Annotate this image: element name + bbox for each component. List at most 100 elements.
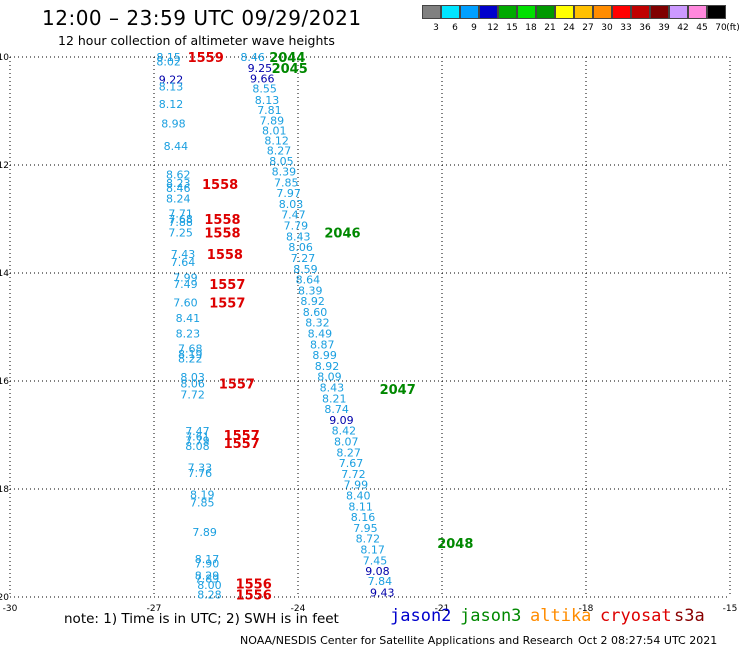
- swh-value-label: 7.47: [281, 209, 306, 222]
- color-swatch: [536, 5, 555, 19]
- color-scale-label: 42: [677, 23, 689, 33]
- color-swatch: [498, 5, 517, 19]
- color-swatch: [479, 5, 498, 19]
- swh-value-label: 7.25: [168, 227, 193, 240]
- swh-value-label: 7.61: [185, 431, 210, 444]
- pass-time-label: 2048: [437, 537, 473, 552]
- satellite-legend-s3a: s3a: [674, 606, 705, 626]
- swh-value-label: 9.43: [370, 587, 395, 600]
- swh-value-label: 8.03: [279, 198, 304, 211]
- swh-value-label: 8.60: [303, 306, 328, 319]
- swh-value-label: 8.39: [298, 284, 323, 297]
- swh-value-label: 8.39: [272, 165, 297, 178]
- color-swatch: [574, 5, 593, 19]
- color-scale-label: 9: [471, 23, 477, 33]
- color-scale-label: 15: [506, 23, 518, 33]
- pass-time-label: 1556: [236, 578, 272, 593]
- swh-value-label: 9.22: [159, 74, 184, 87]
- swh-value-label: 8.98: [161, 117, 186, 130]
- lon-tick-label: -15: [723, 604, 738, 614]
- swh-value-label: 9.25: [248, 62, 273, 75]
- swh-value-label: 7.85: [190, 497, 215, 510]
- swh-value-label: 8.40: [346, 489, 371, 502]
- swh-value-label: 7.84: [368, 575, 393, 588]
- color-swatch: [612, 5, 631, 19]
- pass-time-label: 1557: [209, 278, 245, 293]
- lat-tick-label: -16: [0, 377, 9, 387]
- swh-value-label: 8.09: [317, 371, 342, 384]
- color-swatch: [650, 5, 669, 19]
- color-swatch: [593, 5, 612, 19]
- swh-value-label: 8.03: [180, 371, 205, 384]
- color-scale-label: 6: [452, 23, 458, 33]
- color-scale-label: 24: [563, 23, 575, 33]
- lon-tick-label: -30: [3, 604, 18, 614]
- credit-text: NOAA/NESDIS Center for Satellite Applica…: [240, 634, 574, 647]
- swh-value-label: 8.59: [293, 263, 318, 276]
- swh-value-label: 8.23: [166, 177, 191, 190]
- color-scale-label: 30: [601, 23, 613, 33]
- swh-value-label: 7.79: [185, 434, 210, 447]
- swh-value-label: 8.12: [159, 98, 184, 111]
- swh-value-label: 7.85: [274, 176, 299, 189]
- pass-time-label: 1558: [207, 248, 243, 263]
- color-scale-label: 27: [582, 23, 594, 33]
- swh-value-label: 8.27: [336, 446, 361, 459]
- color-scale-label: 70: [715, 23, 727, 33]
- swh-value-label: 7.89: [192, 526, 217, 539]
- pass-time-label: 1558: [202, 178, 238, 193]
- color-scale-label: 3: [433, 23, 439, 33]
- swh-value-label: 7.43: [171, 248, 196, 261]
- swh-value-label: 8.24: [166, 192, 191, 205]
- lon-tick-label: -24: [291, 604, 306, 614]
- swh-value-label: 7.97: [276, 187, 301, 200]
- swh-value-label: 7.67: [339, 457, 364, 470]
- color-swatch: [441, 5, 460, 19]
- swh-value-label: 7.64: [171, 256, 196, 269]
- lat-tick-label: -20: [0, 593, 9, 603]
- swh-value-label: 8.07: [334, 435, 359, 448]
- swh-value-label: 8.17: [360, 543, 385, 556]
- swh-value-label: 7.81: [257, 104, 282, 117]
- pass-time-label: 2044: [269, 51, 305, 66]
- pass-time-label: 1556: [236, 588, 272, 603]
- color-scale-unit: (ft): [726, 23, 740, 33]
- swh-value-label: 7.88: [168, 216, 193, 229]
- swh-value-label: 8.92: [300, 295, 325, 308]
- footer-note: note: 1) Time is in UTC; 2) SWH is in fe…: [64, 611, 339, 627]
- swh-value-label: 9.09: [329, 414, 354, 427]
- swh-value-label: 7.76: [188, 467, 213, 480]
- swh-value-label: 8.46: [240, 51, 265, 64]
- color-scale-label: 45: [696, 23, 708, 33]
- color-swatch: [631, 5, 650, 19]
- color-swatch: [422, 5, 441, 19]
- color-scale-label: 12: [487, 23, 499, 33]
- pass-time-label: 1558: [204, 213, 240, 228]
- swh-value-label: 8.13: [159, 81, 184, 94]
- swh-value-label: 8.43: [286, 230, 311, 243]
- swh-value-label: 8.27: [267, 144, 292, 157]
- swh-value-label: 8.02: [156, 55, 181, 68]
- swh-value-label: 8.17: [195, 553, 220, 566]
- swh-value-label: 8.49: [308, 327, 333, 340]
- swh-value-label: 8.72: [356, 533, 381, 546]
- swh-value-label: 7.27: [291, 252, 316, 265]
- swh-value-label: 7.68: [178, 343, 203, 356]
- swh-value-label: 7.95: [353, 522, 378, 535]
- color-scale-label: 18: [525, 23, 537, 33]
- pass-time-label: 1557: [224, 437, 260, 452]
- swh-value-label: 9.66: [250, 73, 275, 86]
- pass-time-label: 2047: [380, 383, 416, 398]
- swh-value-label: 8.13: [255, 94, 279, 107]
- lat-tick-label: -18: [0, 485, 9, 495]
- swh-value-label: 8.22: [178, 352, 203, 365]
- swh-value-label: 7.71: [168, 208, 193, 221]
- color-swatch: [688, 5, 707, 19]
- lat-tick-label: -10: [0, 53, 9, 63]
- swh-value-label: 7.72: [341, 468, 366, 481]
- swh-value-label: 8.11: [348, 500, 373, 513]
- swh-value-label: 8.29: [195, 569, 220, 582]
- swh-value-label: 8.55: [252, 82, 277, 95]
- swh-value-label: 8.15: [156, 51, 181, 64]
